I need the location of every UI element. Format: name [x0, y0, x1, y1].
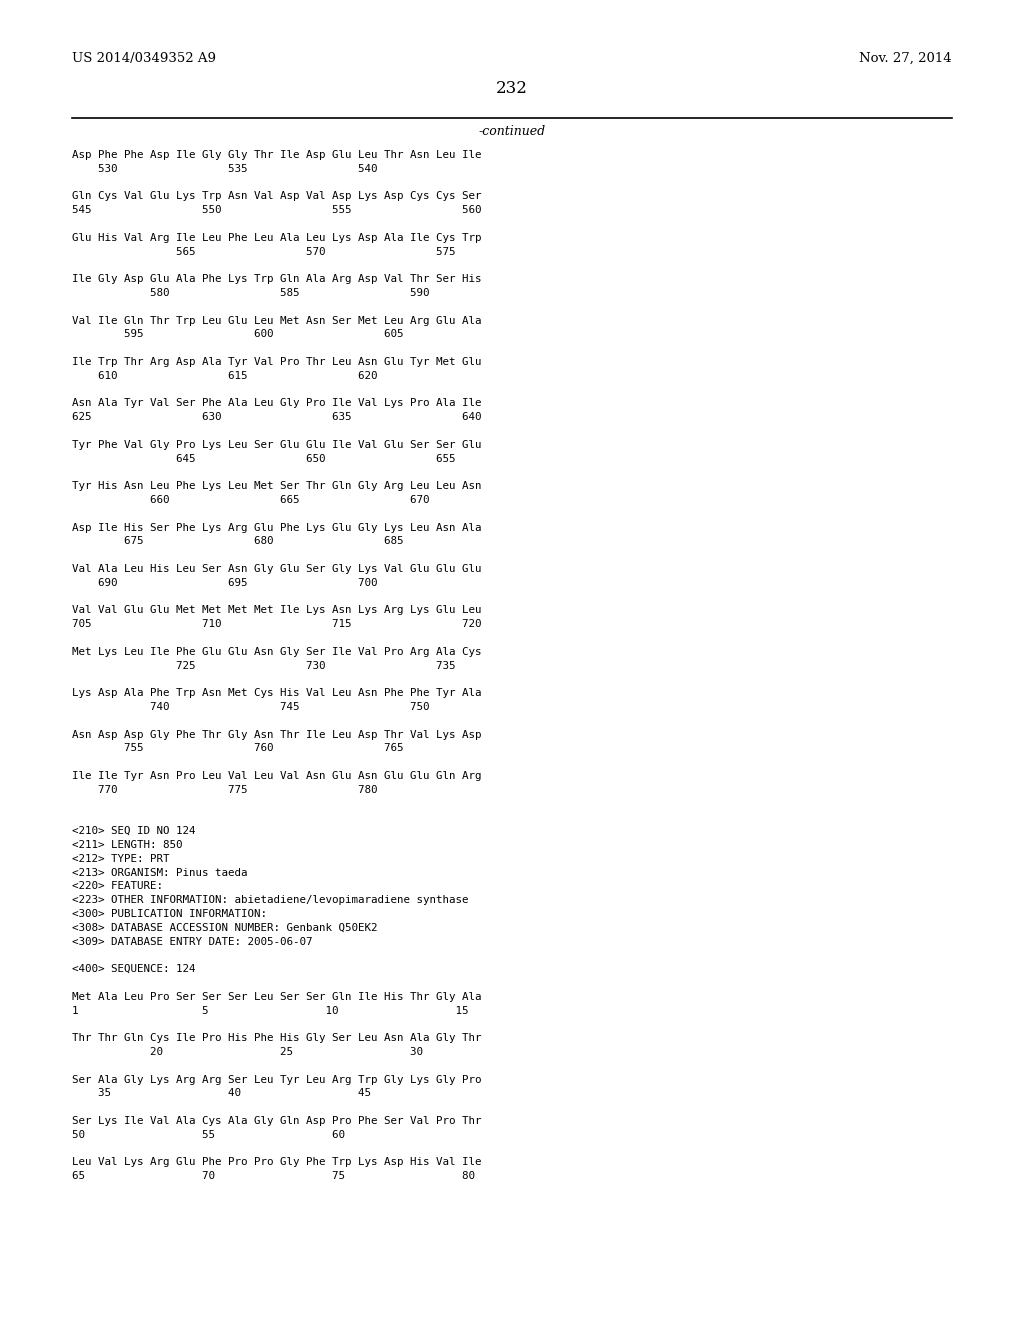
Text: Asn Asp Asp Gly Phe Thr Gly Asn Thr Ile Leu Asp Thr Val Lys Asp: Asn Asp Asp Gly Phe Thr Gly Asn Thr Ile …: [72, 730, 481, 739]
Text: 740                 745                 750: 740 745 750: [72, 702, 429, 711]
Text: Ile Trp Thr Arg Asp Ala Tyr Val Pro Thr Leu Asn Glu Tyr Met Glu: Ile Trp Thr Arg Asp Ala Tyr Val Pro Thr …: [72, 356, 481, 367]
Text: 545                 550                 555                 560: 545 550 555 560: [72, 205, 481, 215]
Text: 625                 630                 635                 640: 625 630 635 640: [72, 412, 481, 422]
Text: Nov. 27, 2014: Nov. 27, 2014: [859, 51, 952, 65]
Text: Glu His Val Arg Ile Leu Phe Leu Ala Leu Lys Asp Ala Ile Cys Trp: Glu His Val Arg Ile Leu Phe Leu Ala Leu …: [72, 232, 481, 243]
Text: 610                 615                 620: 610 615 620: [72, 371, 378, 380]
Text: Met Ala Leu Pro Ser Ser Ser Leu Ser Ser Gln Ile His Thr Gly Ala: Met Ala Leu Pro Ser Ser Ser Leu Ser Ser …: [72, 991, 481, 1002]
Text: 1                   5                  10                  15: 1 5 10 15: [72, 1006, 469, 1015]
Text: Leu Val Lys Arg Glu Phe Pro Pro Gly Phe Trp Lys Asp His Val Ile: Leu Val Lys Arg Glu Phe Pro Pro Gly Phe …: [72, 1158, 481, 1167]
Text: 50                  55                  60: 50 55 60: [72, 1130, 345, 1139]
Text: 770                 775                 780: 770 775 780: [72, 785, 378, 795]
Text: Ile Ile Tyr Asn Pro Leu Val Leu Val Asn Glu Asn Glu Glu Gln Arg: Ile Ile Tyr Asn Pro Leu Val Leu Val Asn …: [72, 771, 481, 781]
Text: <212> TYPE: PRT: <212> TYPE: PRT: [72, 854, 170, 863]
Text: Tyr Phe Val Gly Pro Lys Leu Ser Glu Glu Ile Val Glu Ser Ser Glu: Tyr Phe Val Gly Pro Lys Leu Ser Glu Glu …: [72, 440, 481, 450]
Text: 675                 680                 685: 675 680 685: [72, 536, 403, 546]
Text: Asp Phe Phe Asp Ile Gly Gly Thr Ile Asp Glu Leu Thr Asn Leu Ile: Asp Phe Phe Asp Ile Gly Gly Thr Ile Asp …: [72, 150, 481, 160]
Text: <213> ORGANISM: Pinus taeda: <213> ORGANISM: Pinus taeda: [72, 867, 248, 878]
Text: Asp Ile His Ser Phe Lys Arg Glu Phe Lys Glu Gly Lys Leu Asn Ala: Asp Ile His Ser Phe Lys Arg Glu Phe Lys …: [72, 523, 481, 532]
Text: <210> SEQ ID NO 124: <210> SEQ ID NO 124: [72, 826, 196, 836]
Text: 20                  25                  30: 20 25 30: [72, 1047, 423, 1057]
Text: Tyr His Asn Leu Phe Lys Leu Met Ser Thr Gln Gly Arg Leu Leu Asn: Tyr His Asn Leu Phe Lys Leu Met Ser Thr …: [72, 482, 481, 491]
Text: Val Ala Leu His Leu Ser Asn Gly Glu Ser Gly Lys Val Glu Glu Glu: Val Ala Leu His Leu Ser Asn Gly Glu Ser …: [72, 564, 481, 574]
Text: Met Lys Leu Ile Phe Glu Glu Asn Gly Ser Ile Val Pro Arg Ala Cys: Met Lys Leu Ile Phe Glu Glu Asn Gly Ser …: [72, 647, 481, 657]
Text: 705                 710                 715                 720: 705 710 715 720: [72, 619, 481, 630]
Text: US 2014/0349352 A9: US 2014/0349352 A9: [72, 51, 216, 65]
Text: <220> FEATURE:: <220> FEATURE:: [72, 882, 163, 891]
Text: 565                 570                 575: 565 570 575: [72, 247, 456, 256]
Text: 530                 535                 540: 530 535 540: [72, 164, 378, 174]
Text: 690                 695                 700: 690 695 700: [72, 578, 378, 587]
Text: Lys Asp Ala Phe Trp Asn Met Cys His Val Leu Asn Phe Phe Tyr Ala: Lys Asp Ala Phe Trp Asn Met Cys His Val …: [72, 688, 481, 698]
Text: 595                 600                 605: 595 600 605: [72, 330, 403, 339]
Text: Gln Cys Val Glu Lys Trp Asn Val Asp Val Asp Lys Asp Cys Cys Ser: Gln Cys Val Glu Lys Trp Asn Val Asp Val …: [72, 191, 481, 202]
Text: 580                 585                 590: 580 585 590: [72, 288, 429, 298]
Text: <300> PUBLICATION INFORMATION:: <300> PUBLICATION INFORMATION:: [72, 909, 267, 919]
Text: Val Val Glu Glu Met Met Met Met Ile Lys Asn Lys Arg Lys Glu Leu: Val Val Glu Glu Met Met Met Met Ile Lys …: [72, 606, 481, 615]
Text: <400> SEQUENCE: 124: <400> SEQUENCE: 124: [72, 964, 196, 974]
Text: 65                  70                  75                  80: 65 70 75 80: [72, 1171, 475, 1181]
Text: Thr Thr Gln Cys Ile Pro His Phe His Gly Ser Leu Asn Ala Gly Thr: Thr Thr Gln Cys Ile Pro His Phe His Gly …: [72, 1034, 481, 1043]
Text: Val Ile Gln Thr Trp Leu Glu Leu Met Asn Ser Met Leu Arg Glu Ala: Val Ile Gln Thr Trp Leu Glu Leu Met Asn …: [72, 315, 481, 326]
Text: 755                 760                 765: 755 760 765: [72, 743, 403, 754]
Text: 725                 730                 735: 725 730 735: [72, 660, 456, 671]
Text: Ser Lys Ile Val Ala Cys Ala Gly Gln Asp Pro Phe Ser Val Pro Thr: Ser Lys Ile Val Ala Cys Ala Gly Gln Asp …: [72, 1115, 481, 1126]
Text: <308> DATABASE ACCESSION NUMBER: Genbank Q50EK2: <308> DATABASE ACCESSION NUMBER: Genbank…: [72, 923, 378, 933]
Text: Asn Ala Tyr Val Ser Phe Ala Leu Gly Pro Ile Val Lys Pro Ala Ile: Asn Ala Tyr Val Ser Phe Ala Leu Gly Pro …: [72, 399, 481, 408]
Text: <223> OTHER INFORMATION: abietadiene/levopimaradiene synthase: <223> OTHER INFORMATION: abietadiene/lev…: [72, 895, 469, 906]
Text: 660                 665                 670: 660 665 670: [72, 495, 429, 506]
Text: <309> DATABASE ENTRY DATE: 2005-06-07: <309> DATABASE ENTRY DATE: 2005-06-07: [72, 937, 312, 946]
Text: 232: 232: [496, 81, 528, 96]
Text: 35                  40                  45: 35 40 45: [72, 1089, 371, 1098]
Text: Ser Ala Gly Lys Arg Arg Ser Leu Tyr Leu Arg Trp Gly Lys Gly Pro: Ser Ala Gly Lys Arg Arg Ser Leu Tyr Leu …: [72, 1074, 481, 1085]
Text: <211> LENGTH: 850: <211> LENGTH: 850: [72, 840, 182, 850]
Text: 645                 650                 655: 645 650 655: [72, 454, 456, 463]
Text: -continued: -continued: [478, 125, 546, 139]
Text: Ile Gly Asp Glu Ala Phe Lys Trp Gln Ala Arg Asp Val Thr Ser His: Ile Gly Asp Glu Ala Phe Lys Trp Gln Ala …: [72, 275, 481, 284]
